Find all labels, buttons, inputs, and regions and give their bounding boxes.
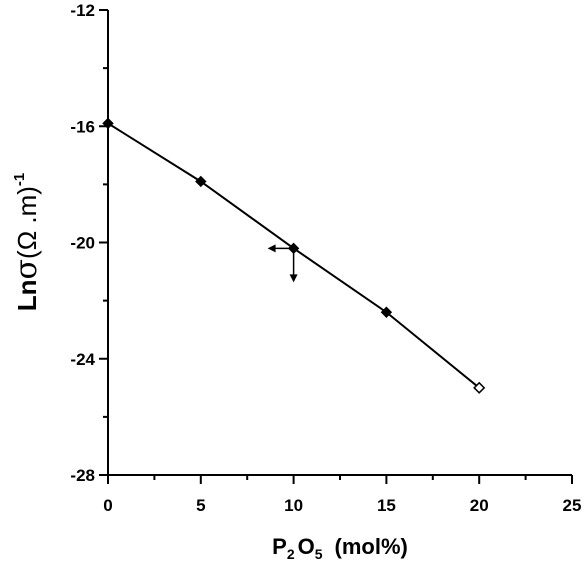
y-tick-label: -12 [70, 1, 95, 20]
x-tick-label: 5 [196, 496, 205, 515]
x-title-unit: (mol%) [335, 534, 408, 559]
y-tick-label: -24 [70, 350, 95, 369]
x-tick-label: 0 [103, 496, 112, 515]
data-point-marker [195, 175, 207, 188]
data-point-marker [102, 117, 114, 130]
y-axis-title: Lnσ(Ω .m)-1 [9, 173, 44, 311]
y-title-sigma: σ [9, 259, 44, 279]
data-marks [102, 117, 486, 394]
y-tick-label: -16 [70, 117, 95, 136]
x-title-sub-2: 2 [287, 546, 295, 562]
x-tick-label: 10 [284, 496, 303, 515]
x-title-p: P [272, 534, 287, 559]
y-tick-label: -28 [70, 466, 95, 485]
y-title-ln: Ln [12, 279, 42, 311]
y-axis-title-text: Lnσ(Ω .m)-1 [9, 173, 44, 311]
y-title-exponent: -1 [11, 173, 28, 186]
x-tick-label: 20 [470, 496, 489, 515]
y-title-unit: (Ω .m) [12, 186, 42, 259]
x-title-o: O [298, 534, 315, 559]
axes [99, 9, 573, 484]
y-tick-label: -20 [70, 234, 95, 253]
x-axis-title: P2 O5 (mol%) [272, 534, 408, 562]
annotation-arrowhead-down [289, 274, 298, 283]
x-tick-label: 15 [377, 496, 396, 515]
x-tick-label: 25 [563, 496, 582, 515]
x-title-sub-5: 5 [315, 546, 323, 562]
data-point-marker [380, 306, 393, 318]
annotation-arrowhead-left [267, 244, 276, 253]
data-point-marker [473, 381, 486, 394]
